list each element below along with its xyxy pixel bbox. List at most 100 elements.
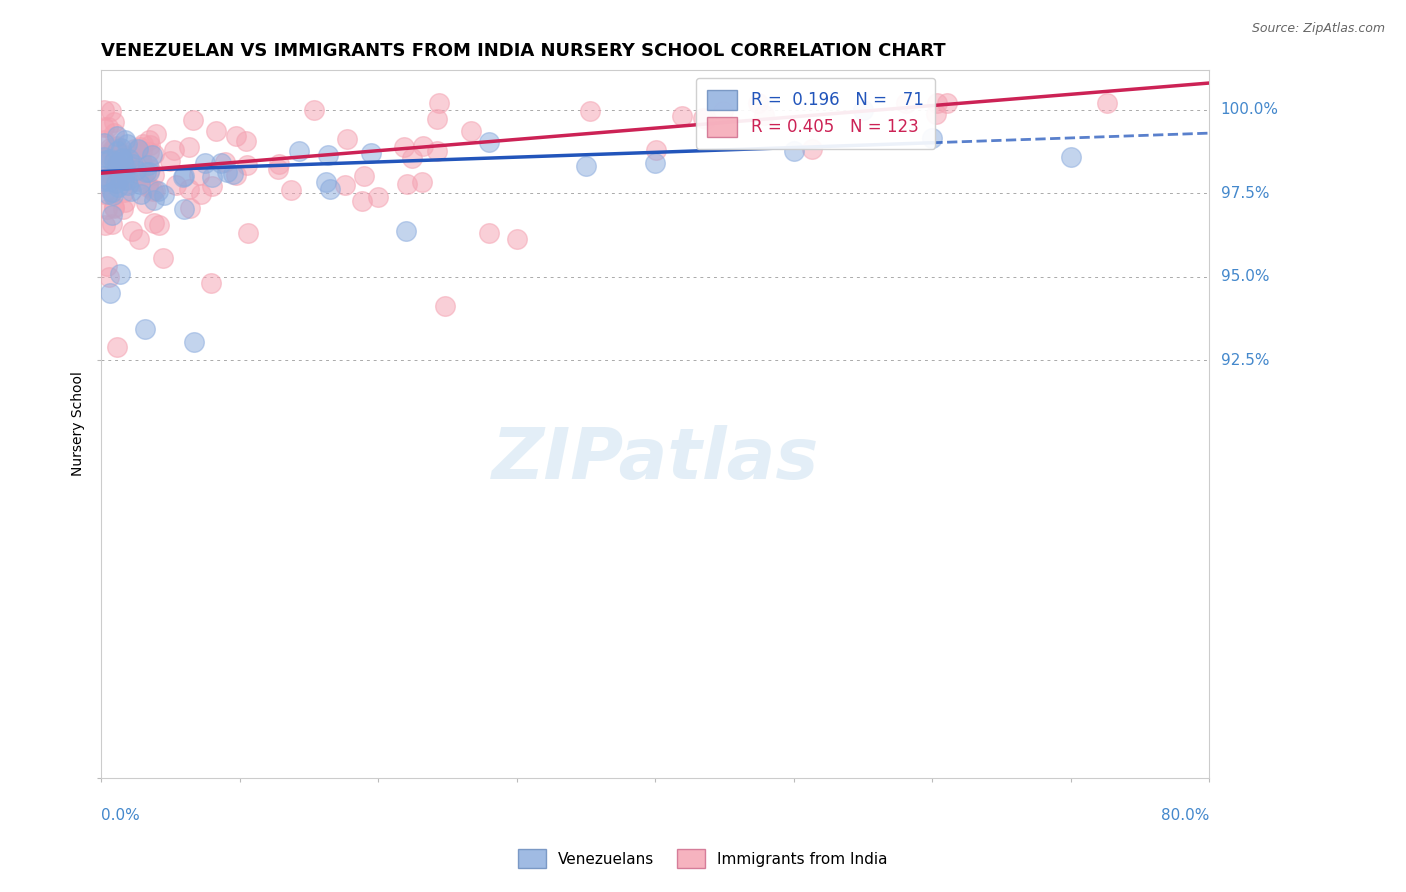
Point [120, 184, 142, 198]
Point [125, 174, 148, 188]
Point [173, 202, 195, 216]
Point [125, 145, 148, 159]
Point [97, 180, 120, 194]
Point [302, 103, 325, 117]
Text: Source: ZipAtlas.com: Source: ZipAtlas.com [1251, 22, 1385, 36]
Point [129, 187, 152, 202]
Point [100, 103, 122, 118]
Point [112, 173, 135, 187]
Point [143, 216, 166, 230]
Point [93, 169, 115, 183]
Text: VENEZUELAN VS IMMIGRANTS FROM INDIA NURSERY SCHOOL CORRELATION CHART: VENEZUELAN VS IMMIGRANTS FROM INDIA NURS… [101, 42, 946, 60]
Point [93, 172, 115, 186]
Point [201, 170, 224, 185]
Point [352, 194, 374, 208]
Point [927, 96, 949, 111]
Point [353, 169, 375, 183]
Point [98, 152, 121, 166]
Point [360, 146, 382, 161]
Point [267, 157, 290, 171]
Point [111, 151, 134, 165]
Point [575, 159, 598, 173]
Point [692, 111, 714, 125]
Point [852, 103, 875, 117]
Text: ZIPatlas: ZIPatlas [492, 425, 820, 493]
Point [146, 184, 169, 198]
Point [426, 112, 449, 127]
Point [201, 179, 224, 194]
Point [122, 142, 145, 156]
Point [222, 167, 245, 181]
Point [319, 182, 342, 196]
Point [118, 175, 141, 189]
Point [711, 104, 734, 119]
Point [93, 133, 115, 147]
Legend: Venezuelans, Immigrants from India: Venezuelans, Immigrants from India [510, 841, 896, 875]
Point [98, 269, 121, 284]
Point [110, 164, 132, 178]
Point [105, 128, 128, 143]
Point [412, 138, 434, 153]
Point [134, 322, 156, 336]
Point [135, 195, 157, 210]
Point [1095, 96, 1118, 111]
Point [280, 183, 302, 197]
Point [142, 147, 165, 161]
Point [111, 162, 134, 177]
Point [110, 157, 132, 171]
Point [101, 185, 124, 199]
Point [93, 120, 115, 134]
Point [112, 202, 135, 216]
Point [127, 142, 149, 156]
Point [200, 277, 222, 291]
Point [925, 107, 948, 121]
Point [110, 155, 132, 169]
Point [103, 126, 125, 140]
Point [225, 168, 247, 182]
Point [93, 174, 115, 188]
Point [138, 145, 160, 159]
Point [316, 148, 339, 162]
Point [124, 154, 146, 169]
Point [152, 251, 174, 265]
Point [288, 144, 311, 158]
Point [235, 134, 257, 148]
Point [395, 178, 418, 192]
Point [138, 165, 160, 179]
Point [752, 108, 775, 122]
Point [179, 139, 201, 153]
Point [433, 299, 456, 313]
Point [104, 143, 127, 157]
Point [747, 96, 769, 111]
Text: 95.0%: 95.0% [1220, 269, 1270, 285]
Point [128, 140, 150, 154]
Point [115, 173, 138, 187]
Point [132, 136, 155, 151]
Point [132, 168, 155, 182]
Point [104, 150, 127, 164]
Point [97, 120, 120, 134]
Point [108, 267, 131, 281]
Point [395, 224, 418, 238]
Point [101, 188, 124, 202]
Point [93, 136, 115, 151]
Point [460, 123, 482, 137]
Point [114, 160, 136, 174]
Point [118, 153, 141, 167]
Text: 92.5%: 92.5% [1220, 353, 1270, 368]
Point [236, 227, 259, 241]
Point [695, 112, 717, 126]
Point [96, 259, 118, 273]
Point [115, 173, 138, 187]
Point [153, 187, 176, 202]
Point [315, 175, 337, 189]
Point [129, 153, 152, 167]
Point [107, 179, 129, 194]
Point [194, 156, 217, 170]
Y-axis label: Nursery School: Nursery School [72, 371, 86, 476]
Point [148, 218, 170, 232]
Point [671, 109, 693, 123]
Point [98, 141, 121, 155]
Point [644, 155, 666, 169]
Point [478, 226, 501, 240]
